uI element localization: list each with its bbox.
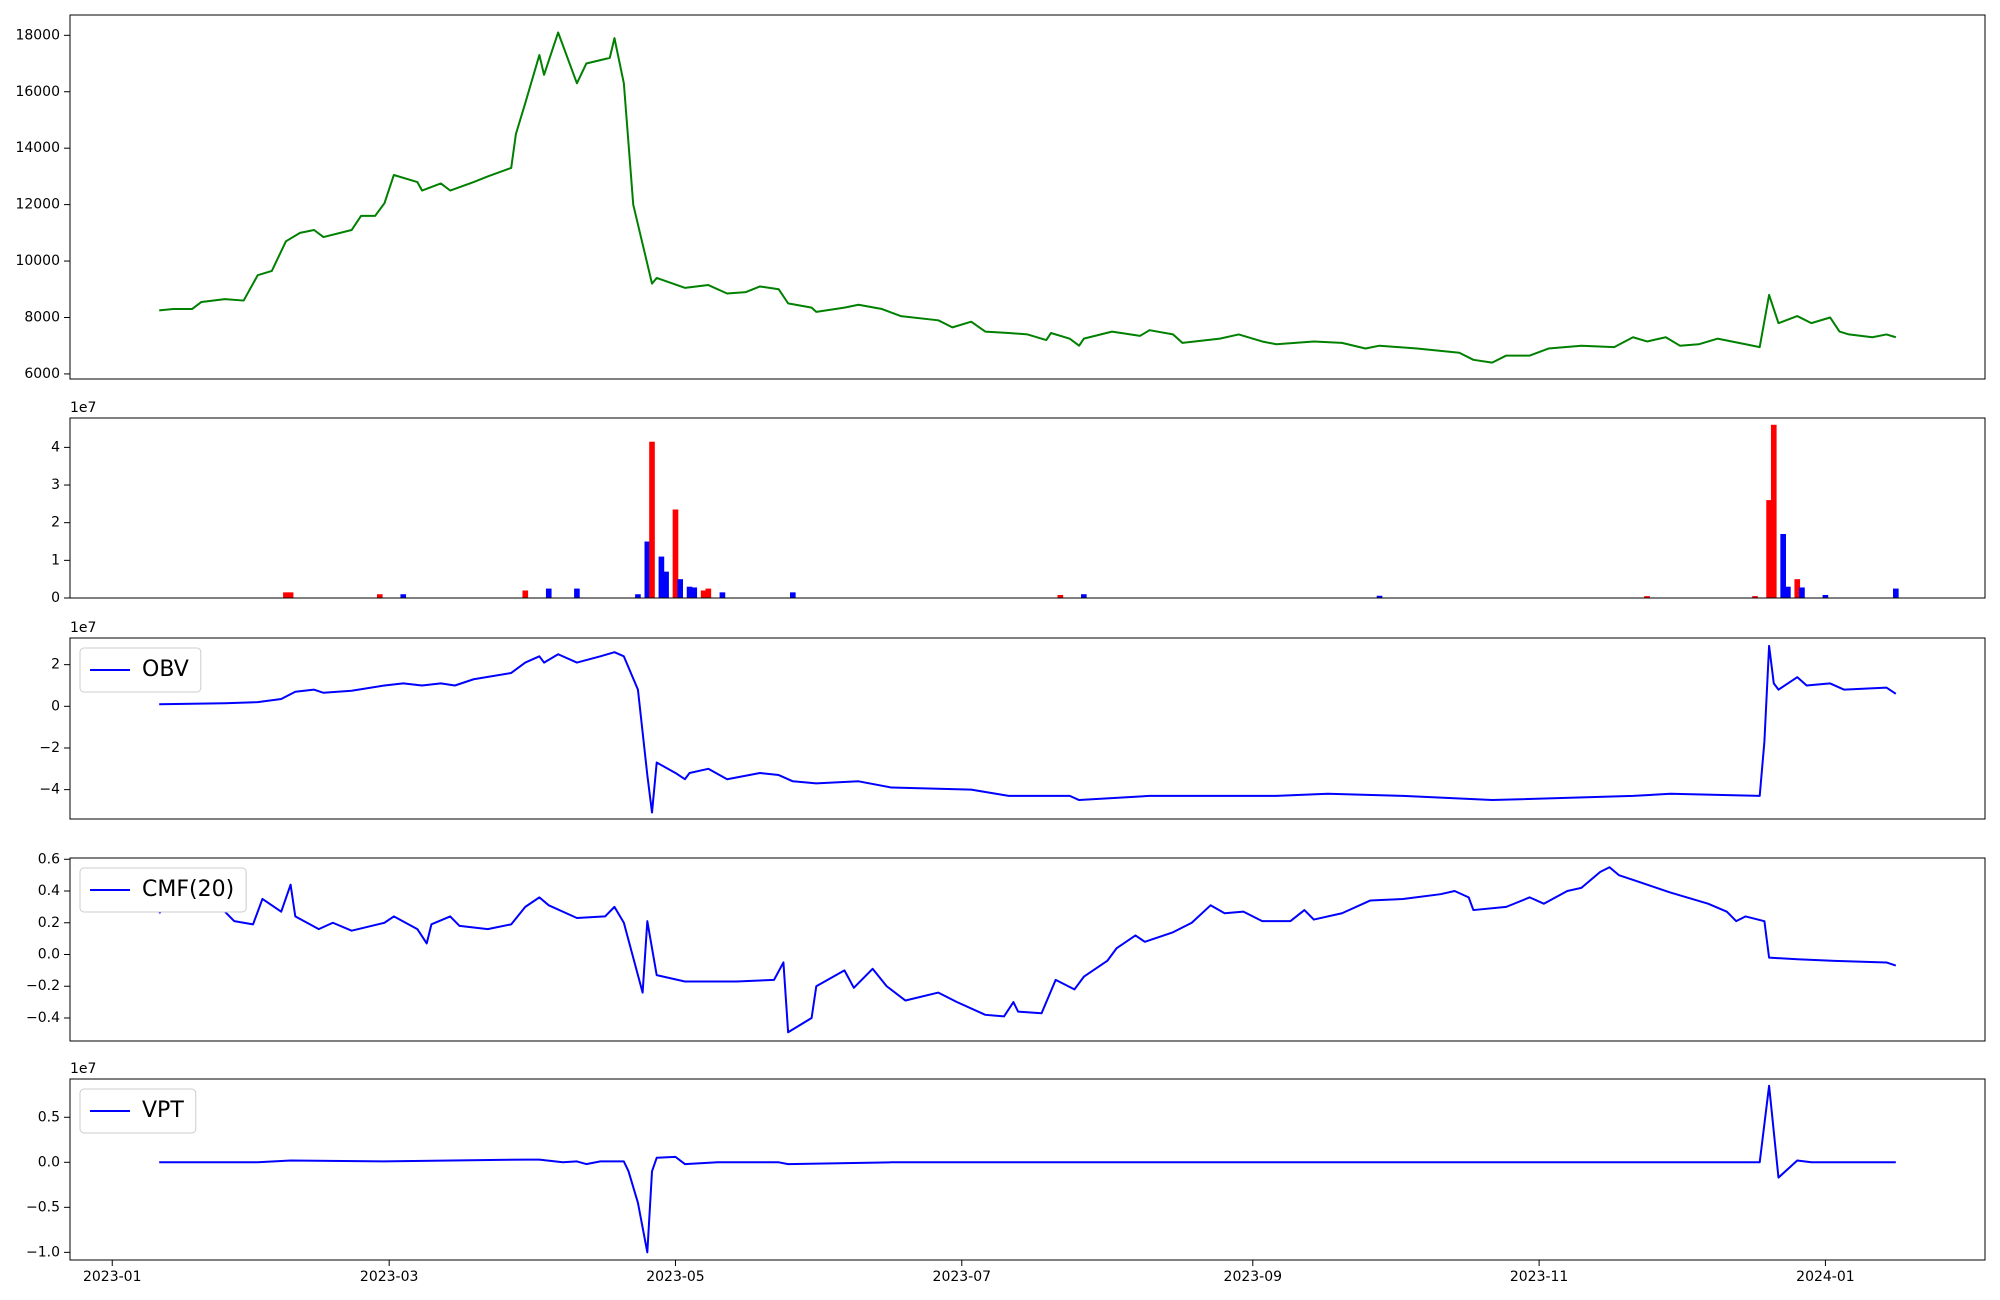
line bbox=[159, 1084, 1896, 1254]
bar bbox=[644, 541, 651, 598]
y-tick-label: 8000 bbox=[24, 309, 60, 325]
y-tick-label: 18000 bbox=[15, 27, 60, 43]
x-tick-label: 2023-01 bbox=[83, 1269, 142, 1285]
y-tick-label: 0.0 bbox=[38, 946, 60, 962]
bar bbox=[1766, 500, 1772, 598]
y-tick-label: 0.2 bbox=[38, 915, 60, 931]
y-tick-label: −2 bbox=[39, 740, 60, 756]
y-offset-label: 1e7 bbox=[70, 400, 96, 416]
x-tick-label: 2023-07 bbox=[933, 1269, 992, 1285]
bar bbox=[1644, 596, 1650, 598]
legend-label: OBV bbox=[142, 657, 189, 682]
bar bbox=[376, 594, 383, 598]
legend-box bbox=[79, 647, 202, 693]
axes-frame bbox=[69, 637, 1986, 820]
y-tick-label: 0.4 bbox=[38, 883, 60, 899]
x-tick-label: 2023-11 bbox=[1510, 1269, 1569, 1285]
line bbox=[159, 31, 1897, 364]
bar bbox=[677, 579, 683, 598]
y-tick-label: −0.5 bbox=[26, 1199, 60, 1215]
y-tick-label: 6000 bbox=[24, 366, 60, 382]
y-tick-label: 0 bbox=[51, 590, 60, 606]
bar bbox=[1780, 533, 1786, 598]
y-tick-label: −0.2 bbox=[26, 978, 60, 994]
line bbox=[159, 644, 1897, 814]
y-tick-label: 16000 bbox=[15, 84, 60, 100]
x-tick-label: 2023-05 bbox=[646, 1269, 705, 1285]
bar bbox=[635, 594, 641, 598]
axes-frame bbox=[69, 1078, 1986, 1261]
bar bbox=[1752, 596, 1758, 598]
y-offset-label: 1e7 bbox=[70, 620, 96, 636]
bar bbox=[686, 586, 693, 598]
bar bbox=[574, 588, 580, 598]
legend-label: VPT bbox=[142, 1098, 184, 1123]
bar bbox=[1794, 579, 1801, 598]
bar bbox=[1057, 594, 1064, 598]
bar bbox=[545, 588, 552, 598]
y-tick-label: 0 bbox=[51, 698, 60, 714]
y-tick-label: 2 bbox=[51, 515, 60, 531]
bar bbox=[705, 588, 712, 598]
bar bbox=[658, 556, 665, 598]
bar bbox=[719, 592, 726, 598]
bar bbox=[1081, 594, 1087, 598]
bar bbox=[1770, 424, 1777, 598]
bar bbox=[649, 441, 655, 598]
legend-label: CMF(20) bbox=[142, 877, 234, 902]
bar bbox=[1893, 588, 1899, 598]
y-tick-label: 0.0 bbox=[38, 1154, 60, 1170]
bar bbox=[1376, 595, 1383, 598]
y-tick-label: 4 bbox=[51, 439, 60, 455]
y-tick-label: 12000 bbox=[15, 197, 60, 213]
legend-box bbox=[79, 1088, 197, 1134]
y-tick-label: −4 bbox=[39, 782, 60, 798]
y-tick-label: 0.5 bbox=[38, 1109, 60, 1125]
y-tick-label: 0.6 bbox=[38, 851, 60, 867]
axes-frame bbox=[69, 14, 1986, 380]
y-tick-label: 2 bbox=[51, 657, 60, 673]
bar bbox=[1785, 586, 1791, 598]
bar bbox=[700, 590, 707, 598]
y-tick-label: 14000 bbox=[15, 140, 60, 156]
bar bbox=[1799, 587, 1805, 598]
x-tick-label: 2024-01 bbox=[1796, 1269, 1855, 1285]
bar bbox=[287, 592, 294, 598]
bar bbox=[522, 590, 529, 598]
y-tick-label: 1 bbox=[51, 552, 60, 568]
legend-box bbox=[79, 867, 247, 913]
bar bbox=[663, 571, 669, 598]
bar bbox=[672, 509, 679, 598]
x-tick-label: 2023-09 bbox=[1224, 1269, 1283, 1285]
bar bbox=[283, 592, 289, 598]
bar bbox=[790, 592, 796, 598]
axes-frame bbox=[69, 417, 1986, 599]
y-tick-label: −1.0 bbox=[26, 1244, 60, 1260]
bar bbox=[1822, 594, 1829, 598]
bar bbox=[691, 587, 698, 598]
bar bbox=[400, 594, 407, 598]
line bbox=[158, 866, 1897, 1034]
x-tick-label: 2023-03 bbox=[360, 1269, 419, 1285]
y-tick-label: 3 bbox=[51, 477, 60, 493]
y-tick-label: 10000 bbox=[15, 253, 60, 269]
y-tick-label: −0.4 bbox=[26, 1010, 60, 1026]
y-offset-label: 1e7 bbox=[70, 1061, 96, 1077]
axes-frame bbox=[69, 857, 1986, 1042]
